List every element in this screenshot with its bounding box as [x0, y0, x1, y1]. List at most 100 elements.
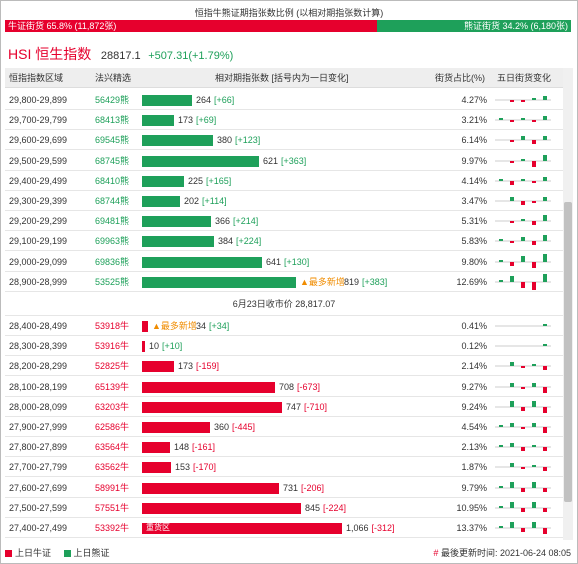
header-code: 法兴精选	[95, 73, 132, 83]
share-percent: 13.37%	[456, 523, 487, 533]
table-row[interactable]: 27,500-27,599 57551牛 845 [-224] 10.95%	[5, 498, 563, 518]
table-row[interactable]: 28,200-28,299 52825牛 173 [-159] 2.14%	[5, 356, 563, 377]
trend-bar	[543, 154, 547, 161]
contracts-change: [-159]	[196, 361, 220, 372]
trend-bar	[543, 197, 547, 201]
contracts-change: [+130]	[284, 256, 310, 267]
row-code-link[interactable]: 53392牛	[95, 523, 130, 533]
trend-bar	[532, 201, 536, 203]
contracts-bar	[142, 196, 180, 207]
contracts-value: 153	[175, 462, 191, 473]
table-row[interactable]: 27,400-27,499 53392牛 重货区 1,066 [-312] 13.37%	[5, 518, 563, 538]
table-row[interactable]: 28,100-28,199 65139牛 708 [-673] 9.27%	[5, 377, 563, 397]
contracts-value: 708	[279, 381, 295, 392]
contracts-bar	[142, 442, 170, 454]
table-row[interactable]: 29,400-29,499 68410熊 225 [+165] 4.14%	[5, 171, 563, 191]
row-code-link[interactable]: 68413熊	[95, 115, 130, 126]
table-row[interactable]: 28,000-28,099 63203牛 747 [-710] 9.24%	[5, 397, 563, 417]
trend-bar	[543, 96, 547, 100]
trend-bar	[510, 221, 514, 224]
trend-bar	[543, 176, 547, 181]
row-range: 28,000-28,099	[9, 401, 68, 412]
contracts-bar	[142, 321, 148, 332]
contracts-value: 148	[174, 442, 190, 453]
five-day-trend-chart	[495, 324, 551, 327]
table-header: 恒指指数区域 法兴精选 相对期指张数 [括号内为一日变化] 街货占比(%) 五日…	[5, 68, 563, 88]
row-code-link[interactable]: 69836熊	[95, 256, 130, 267]
row-code-link[interactable]: 68744熊	[95, 196, 130, 206]
trend-bar	[532, 180, 536, 183]
share-percent: 9.27%	[461, 381, 487, 392]
table-row[interactable]: 29,200-29,299 69481熊 366 [+214] 5.31%	[5, 211, 563, 232]
contracts-value: 34	[196, 321, 207, 331]
table-row[interactable]: 28,400-28,499 53918牛 ▲最多新增 34 [+34] 0.41%	[5, 316, 563, 336]
table-row[interactable]: 29,500-29,599 68745熊 621 [+363] 9.97%	[5, 151, 563, 171]
contracts-cell: 708 [-673]	[279, 377, 320, 397]
contracts-change: [+165]	[206, 175, 232, 186]
row-code-link[interactable]: 58991牛	[95, 482, 130, 493]
row-range: 29,800-29,899	[9, 95, 68, 105]
bull-share-segment: 牛证街货 65.8% (11,872张)	[5, 20, 377, 32]
contracts-bar	[142, 175, 184, 187]
row-code-link[interactable]: 63203牛	[95, 401, 130, 412]
table-row[interactable]: 28,300-28,399 53916牛 10 [+10] 0.12%	[5, 336, 563, 357]
row-code-link[interactable]: 56429熊	[95, 95, 130, 105]
trend-bar	[543, 273, 547, 282]
row-code-link[interactable]: 53918牛	[95, 321, 130, 331]
table-row[interactable]: 27,700-27,799 63562牛 153 [-170] 1.87%	[5, 457, 563, 478]
row-code-link[interactable]: 68745熊	[95, 155, 130, 166]
row-code-link[interactable]: 53525熊	[95, 276, 130, 287]
five-day-trend-chart	[495, 382, 551, 393]
contracts-change: [+114]	[202, 196, 227, 206]
table-row[interactable]: 27,900-27,999 62586牛 360 [-445] 4.54%	[5, 417, 563, 437]
most-added-tag: ▲最多新增	[300, 276, 345, 287]
contracts-value: 641	[266, 256, 282, 267]
row-code-link[interactable]: 63564牛	[95, 442, 130, 453]
trend-bar	[499, 118, 503, 121]
trend-bar	[521, 366, 525, 369]
table-row[interactable]: 28,900-28,999 53525熊 ▲最多新增 819 [+383] 12.69%	[5, 272, 563, 292]
five-day-trend-chart	[495, 443, 551, 452]
table-row[interactable]: 27,800-27,899 63564牛 148 [-161] 2.13%	[5, 437, 563, 458]
table-row[interactable]: 29,300-29,399 68744熊 202 [+114] 3.47%	[5, 191, 563, 211]
row-code-link[interactable]: 53916牛	[95, 341, 130, 352]
trend-bar	[543, 215, 547, 222]
index-code[interactable]: HSI 恒生指数	[8, 46, 92, 62]
trend-bar	[510, 481, 514, 488]
row-code-link[interactable]: 52825牛	[95, 361, 130, 372]
table-row[interactable]: 29,100-29,199 69963熊 384 [+224] 5.83%	[5, 231, 563, 252]
legend-bear: 上日熊证	[63, 548, 110, 558]
row-code-link[interactable]: 69545熊	[95, 135, 130, 146]
row-code-link[interactable]: 69963熊	[95, 236, 130, 247]
trend-bar	[510, 140, 514, 143]
contracts-change: [+66]	[214, 95, 235, 105]
row-range: 27,400-27,499	[9, 523, 68, 533]
row-code-link[interactable]: 68410熊	[95, 175, 130, 186]
contracts-bar	[142, 236, 214, 248]
trend-bar	[499, 505, 503, 508]
row-code-link[interactable]: 62586牛	[95, 422, 130, 432]
table-row[interactable]: 27,600-27,699 58991牛 731 [-206] 9.79%	[5, 478, 563, 498]
five-day-trend-chart	[495, 197, 551, 205]
table-row[interactable]: 29,800-29,899 56429熊 264 [+66] 4.27%	[5, 90, 563, 110]
trend-bar	[543, 136, 547, 141]
row-code-link[interactable]: 63562牛	[95, 462, 130, 473]
trend-bar	[543, 324, 547, 326]
trend-bar	[499, 445, 503, 448]
trend-bar	[510, 362, 514, 367]
bull-bear-ratio-bar: 牛证街货 65.8% (11,872张) 熊证街货 34.2% (6,180张)	[5, 20, 571, 32]
row-code-link[interactable]: 65139牛	[95, 381, 130, 392]
contracts-cell: 845 [-224]	[305, 498, 346, 518]
row-code-link[interactable]: 57551牛	[95, 502, 130, 513]
scrollbar-thumb[interactable]	[564, 202, 572, 502]
trend-bar	[543, 386, 547, 393]
scrollbar[interactable]	[563, 68, 573, 540]
contracts-cell: 366 [+214]	[215, 211, 258, 231]
table-row[interactable]: 29,700-29,799 68413熊 173 [+69] 3.21%	[5, 110, 563, 131]
table-row[interactable]: 29,000-29,099 69836熊 641 [+130] 9.80%	[5, 252, 563, 272]
table-row[interactable]: 29,600-29,699 69545熊 380 [+123] 6.14%	[5, 130, 563, 151]
trend-bar	[521, 100, 525, 102]
trend-bar	[510, 120, 514, 123]
contracts-bar	[142, 502, 301, 514]
row-code-link[interactable]: 69481熊	[95, 216, 130, 227]
